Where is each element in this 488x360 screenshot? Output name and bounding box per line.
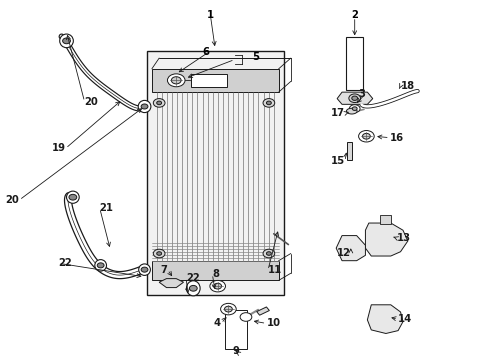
Ellipse shape — [138, 100, 151, 113]
Ellipse shape — [186, 281, 200, 296]
Text: 22: 22 — [58, 258, 72, 268]
Polygon shape — [159, 279, 183, 288]
Circle shape — [141, 267, 148, 272]
Text: 9: 9 — [232, 346, 239, 356]
Text: 17: 17 — [330, 108, 344, 118]
Circle shape — [153, 99, 164, 107]
Circle shape — [220, 303, 236, 315]
Bar — [345, 37, 363, 90]
Bar — [224, 310, 246, 349]
Circle shape — [97, 263, 104, 268]
Circle shape — [358, 131, 373, 142]
Ellipse shape — [66, 191, 79, 203]
Text: 14: 14 — [397, 314, 411, 324]
Ellipse shape — [139, 264, 150, 275]
Text: 19: 19 — [51, 143, 65, 153]
Circle shape — [266, 252, 271, 255]
Circle shape — [209, 280, 225, 292]
Circle shape — [362, 134, 369, 139]
Bar — [346, 141, 351, 160]
Circle shape — [351, 96, 357, 100]
Text: 10: 10 — [266, 319, 280, 328]
Circle shape — [224, 306, 232, 312]
Text: 4: 4 — [214, 319, 221, 328]
Bar — [147, 51, 283, 295]
Circle shape — [167, 74, 184, 87]
Text: 21: 21 — [100, 203, 113, 213]
Text: 5: 5 — [251, 52, 258, 62]
Text: 8: 8 — [212, 269, 219, 279]
Text: 3: 3 — [358, 89, 365, 99]
Ellipse shape — [346, 108, 356, 114]
Text: 7: 7 — [160, 265, 167, 275]
Bar — [190, 74, 227, 87]
Text: 6: 6 — [202, 46, 209, 57]
Text: 16: 16 — [389, 133, 403, 143]
Polygon shape — [365, 223, 407, 256]
Circle shape — [240, 313, 251, 321]
Polygon shape — [335, 235, 365, 261]
Text: 2: 2 — [350, 10, 357, 20]
Text: 20: 20 — [84, 97, 98, 107]
Circle shape — [62, 38, 70, 44]
Circle shape — [171, 77, 181, 84]
Text: 11: 11 — [267, 265, 282, 275]
Text: 22: 22 — [185, 273, 199, 283]
Circle shape — [157, 101, 161, 105]
Circle shape — [153, 249, 164, 258]
Ellipse shape — [95, 260, 106, 271]
Circle shape — [348, 94, 360, 103]
Polygon shape — [256, 307, 269, 315]
Circle shape — [189, 285, 197, 291]
Text: 13: 13 — [396, 233, 410, 243]
Circle shape — [348, 105, 359, 113]
Circle shape — [263, 249, 274, 258]
Text: 1: 1 — [206, 10, 213, 20]
Text: 20: 20 — [5, 195, 19, 205]
Circle shape — [351, 107, 356, 111]
Polygon shape — [366, 305, 402, 333]
Bar — [152, 261, 278, 280]
Text: 18: 18 — [400, 81, 414, 91]
Text: 12: 12 — [336, 248, 350, 258]
Polygon shape — [336, 92, 372, 104]
Ellipse shape — [60, 34, 73, 48]
Circle shape — [157, 252, 161, 255]
Text: 15: 15 — [330, 156, 344, 166]
Circle shape — [141, 104, 148, 109]
Circle shape — [266, 101, 271, 105]
Circle shape — [263, 99, 274, 107]
Bar — [379, 215, 390, 224]
Circle shape — [213, 283, 221, 289]
Bar — [152, 69, 278, 92]
Circle shape — [69, 194, 77, 200]
